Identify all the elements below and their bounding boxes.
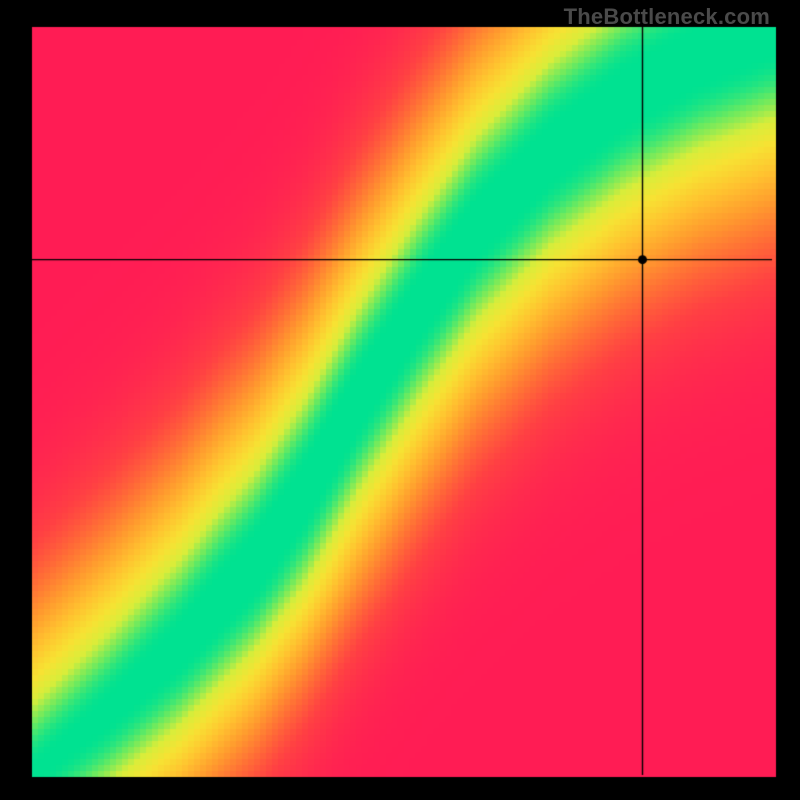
bottleneck-heatmap — [0, 0, 800, 800]
watermark-text: TheBottleneck.com — [564, 4, 770, 30]
